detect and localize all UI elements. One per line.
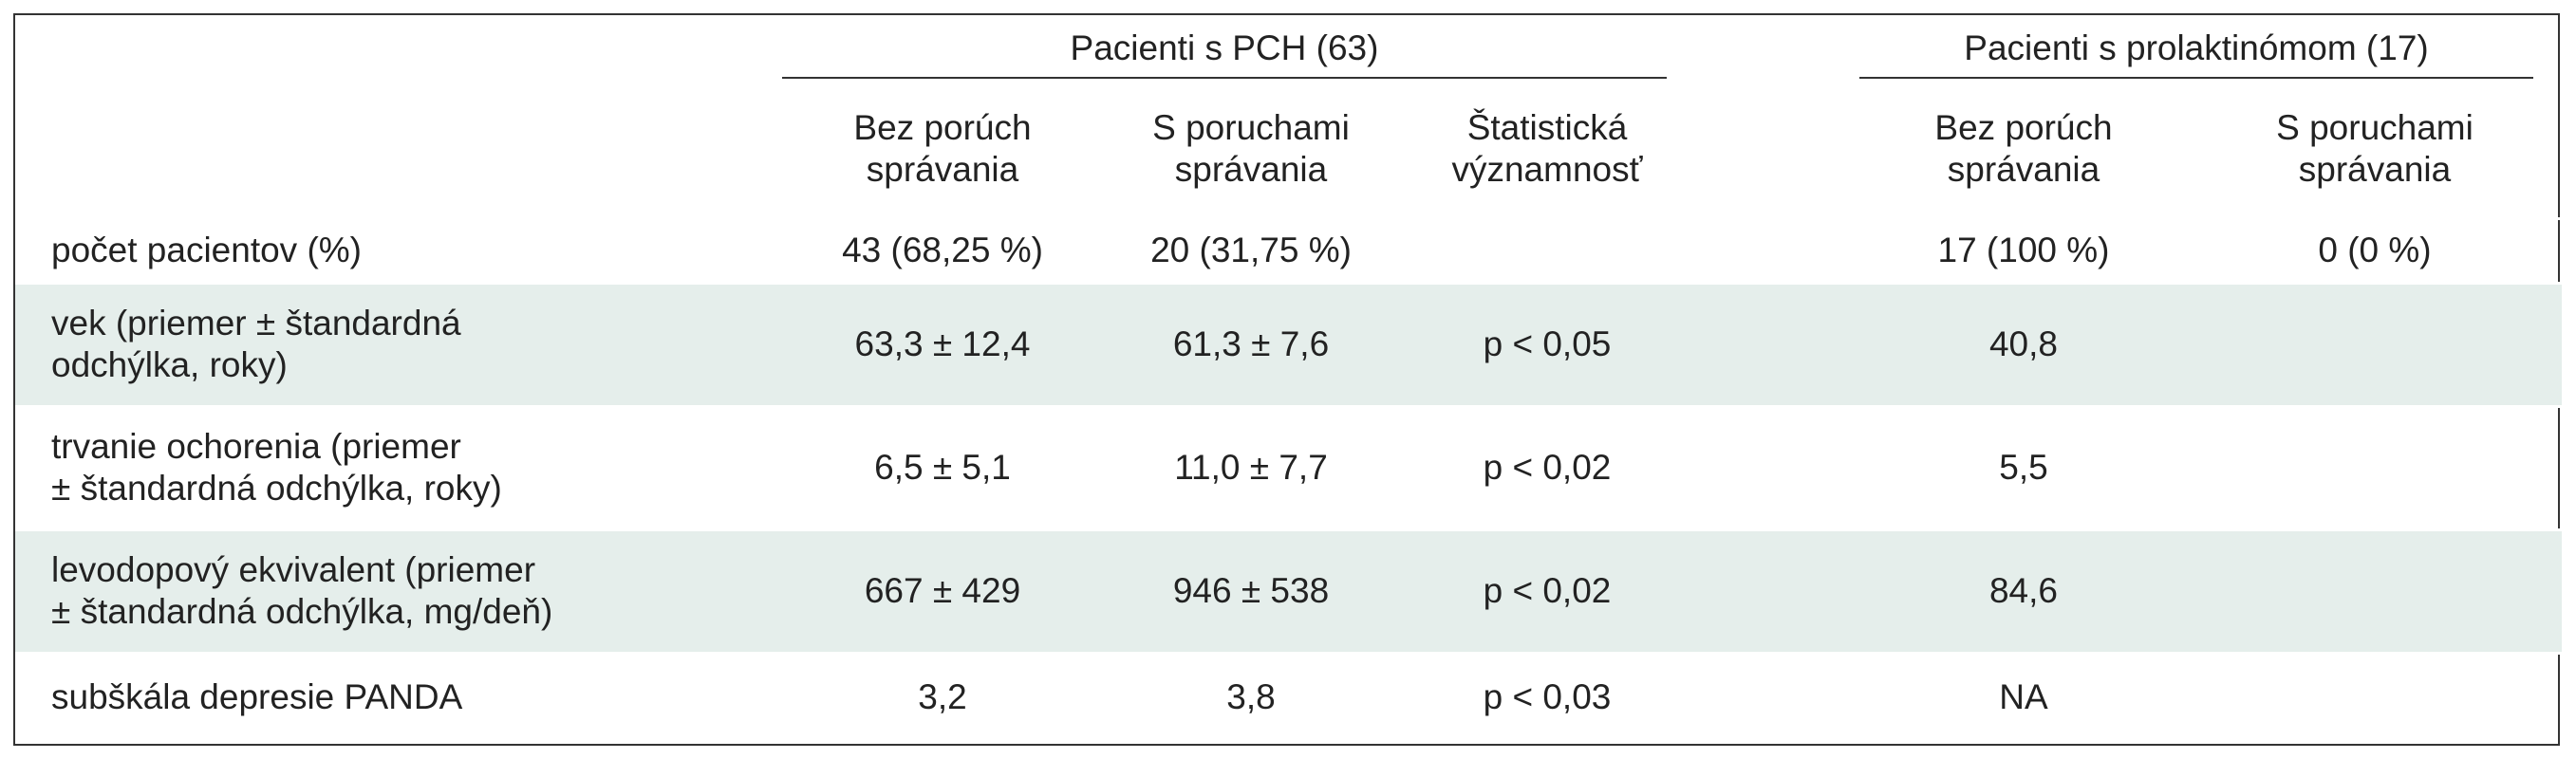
text-line: Štatistická: [1466, 107, 1628, 147]
text-line: subškála depresie PANDA: [51, 676, 463, 716]
group-header: Pacienti s PCH (63): [782, 15, 1695, 82]
row-label: vek (priemer ± štandardná odchýlka, roky): [15, 281, 782, 406]
empty: [1695, 281, 1859, 406]
data-row: vek (priemer ± štandardná odchýlka, roky)…: [15, 281, 2563, 406]
data-row: počet pacientov (%) 43 (68,25 %) 20 (31,75…: [15, 216, 2563, 283]
cell: [2188, 528, 2563, 653]
text-line: významnosť: [1451, 150, 1643, 190]
cell: p < 0,03: [1399, 651, 1695, 740]
text-line: trvanie ochorenia (priemer: [51, 426, 461, 466]
data-row: levodopový ekvivalent (priemer ± štandard…: [15, 528, 2563, 653]
empty: [15, 15, 782, 82]
column-header: S poruchami správania: [2188, 82, 2562, 218]
column-header: S poruchami správania: [1103, 82, 1399, 218]
table: Pacienti s PCH (63) Pacienti s prolaktinó…: [15, 15, 2563, 740]
cell: 5,5: [1859, 404, 2188, 529]
cell: [2188, 281, 2563, 406]
cell: 84,6: [1859, 528, 2188, 653]
cell: 63,3 ± 12,4: [782, 281, 1103, 406]
text-line: Bez porúch: [1934, 107, 2113, 147]
header-row: Bez porúch správania S poruchami správania Š…: [15, 82, 2563, 218]
cell: p < 0,02: [1399, 528, 1695, 653]
cell: 61,3 ± 7,6: [1103, 281, 1399, 406]
column-header: Bez porúch správania: [782, 82, 1103, 218]
empty: [1695, 651, 1859, 740]
text-line: počet pacientov (%): [51, 230, 363, 269]
empty: [1695, 528, 1859, 653]
table-frame: Pacienti s PCH (63) Pacienti s prolaktinó…: [13, 13, 2563, 746]
empty: [15, 82, 782, 218]
group-header: Pacienti s prolaktinómom (17): [1859, 15, 2562, 82]
group-title: Pacienti s prolaktinómom (17): [1859, 28, 2534, 80]
cell: [2188, 651, 2563, 740]
empty: [1695, 82, 1859, 218]
column-header: Bez porúch správania: [1859, 82, 2188, 218]
group-title: Pacienti s PCH (63): [782, 28, 1667, 80]
text-line: ± štandardná odchýlka, roky): [51, 469, 502, 508]
cell: [2188, 404, 2563, 529]
text-line: vek (priemer ± štandardná: [51, 303, 461, 342]
group-row: Pacienti s PCH (63) Pacienti s prolaktinó…: [15, 15, 2562, 82]
text-line: levodopový ekvivalent (priemer: [51, 549, 536, 589]
text-line: S poruchami: [2276, 107, 2473, 147]
cell: p < 0,05: [1399, 281, 1695, 406]
cell: 946 ± 538: [1103, 528, 1399, 653]
data-row: trvanie ochorenia (priemer ± štandardná o…: [15, 404, 2563, 529]
empty: [1695, 216, 1859, 283]
cell: 3,2: [782, 651, 1103, 740]
cell: 3,8: [1103, 651, 1399, 740]
text-line: odchýlka, roky): [51, 345, 288, 384]
cell: 20 (31,75 %): [1103, 216, 1399, 283]
empty: [1695, 15, 1859, 82]
cell: NA: [1859, 651, 2188, 740]
column-header: Štatistická významnosť: [1399, 82, 1695, 218]
cell: 6,5 ± 5,1: [782, 404, 1103, 529]
row-label: trvanie ochorenia (priemer ± štandardná o…: [15, 404, 782, 529]
cell: 40,8: [1859, 281, 2188, 406]
data-row: subškála depresie PANDA 3,2 3,8 p < 0,03 NA: [15, 651, 2563, 740]
text-line: správania: [1947, 150, 2100, 190]
text-line: Bez porúch: [853, 107, 1032, 147]
row-label: počet pacientov (%): [15, 216, 782, 283]
text-line: S poruchami: [1152, 107, 1350, 147]
cell: [1399, 216, 1695, 283]
text-line: správania: [1174, 150, 1328, 190]
row-label: subškála depresie PANDA: [15, 651, 782, 740]
cell: 43 (68,25 %): [782, 216, 1103, 283]
empty: [1695, 404, 1859, 529]
cell: 667 ± 429: [782, 528, 1103, 653]
text-line: ± štandardná odchýlka, mg/deň): [51, 592, 553, 631]
cell: 11,0 ± 7,7: [1103, 404, 1399, 529]
text-line: správania: [2298, 150, 2452, 190]
text-line: správania: [866, 150, 1019, 190]
cell: p < 0,02: [1399, 404, 1695, 529]
cell: 17 (100 %): [1859, 216, 2188, 283]
cell: 0 (0 %): [2188, 216, 2563, 283]
row-label: levodopový ekvivalent (priemer ± štandard…: [15, 528, 782, 653]
